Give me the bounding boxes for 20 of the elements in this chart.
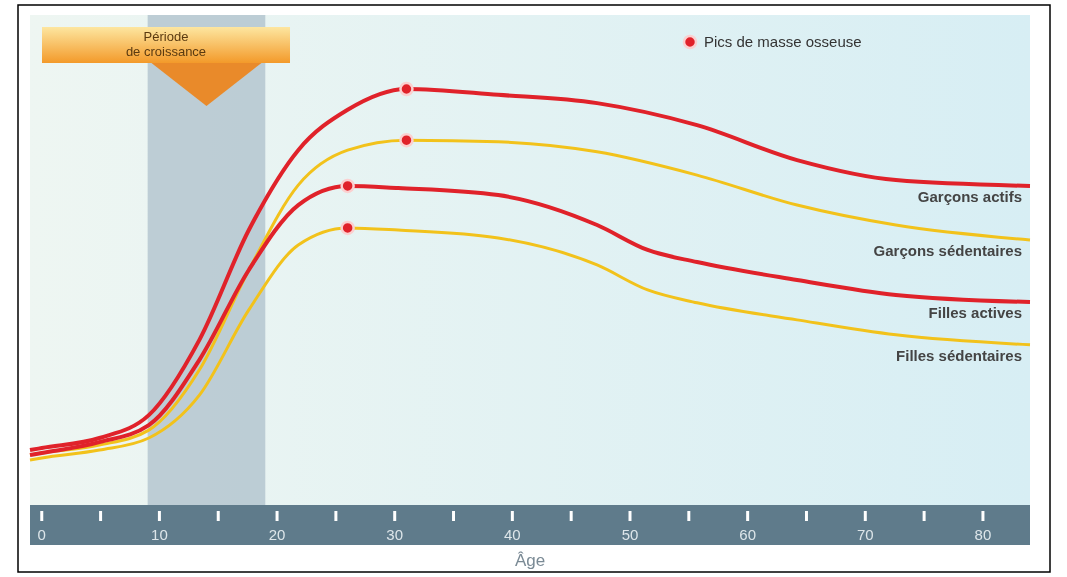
- x-tick-label: 50: [621, 526, 639, 543]
- series-label: Filles sédentaires: [896, 346, 1022, 364]
- series-label: Garçons sédentaires: [873, 242, 1022, 260]
- x-tick-label: 70: [856, 526, 874, 543]
- x-tick-label: 30: [386, 526, 404, 543]
- series-label: Filles actives: [928, 303, 1022, 321]
- point: [399, 132, 414, 148]
- point: [340, 178, 355, 194]
- legend-label: Pics de masse osseuse: [704, 33, 862, 50]
- x-tick-label: 0: [37, 526, 46, 543]
- x-tick-label: 10: [151, 526, 168, 543]
- series-label: Garçons actifs: [917, 187, 1022, 205]
- x-axis-title: Âge: [514, 551, 546, 570]
- band-label: Période de croissance: [125, 29, 207, 59]
- point: [340, 220, 355, 236]
- x-tick-label: 40: [504, 526, 521, 543]
- point: [399, 81, 414, 97]
- x-tick-label: 80: [974, 526, 992, 543]
- x-tick-label: 60: [739, 526, 756, 543]
- x-tick-label: 20: [268, 526, 286, 543]
